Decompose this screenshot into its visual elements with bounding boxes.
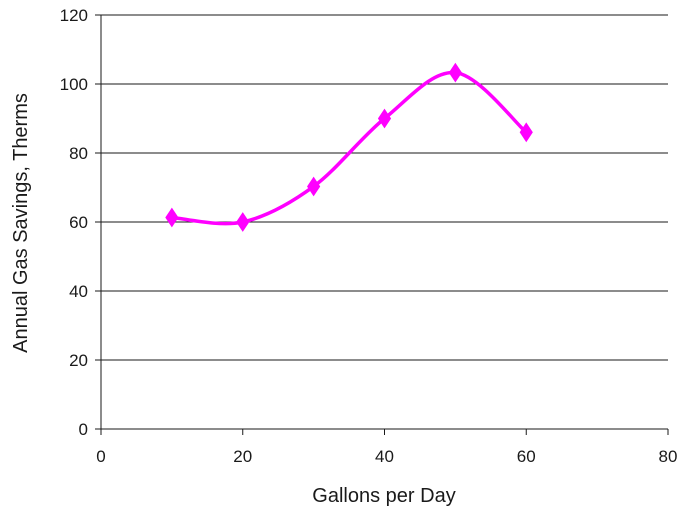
y-tick-label: 40 — [69, 282, 88, 301]
data-point-marker — [519, 122, 533, 143]
y-axis-title: Annual Gas Savings, Therms — [10, 93, 32, 353]
x-tick-labels: 0 20 40 60 80 — [96, 447, 677, 466]
data-point-marker — [165, 207, 179, 228]
data-point-marker — [448, 62, 462, 83]
y-tick-labels: 0 20 40 60 80 100 120 — [60, 6, 88, 439]
y-tick-label: 0 — [79, 420, 88, 439]
y-tick-label: 60 — [69, 213, 88, 232]
x-tick-label: 40 — [375, 447, 394, 466]
axes — [95, 14, 669, 435]
y-tick-label: 120 — [60, 6, 88, 25]
x-tick-label: 60 — [517, 447, 536, 466]
y-tick-label: 100 — [60, 75, 88, 94]
data-point-marker — [307, 176, 321, 197]
x-tick-label: 80 — [659, 447, 678, 466]
gridlines — [101, 14, 668, 361]
data-point-marker — [236, 212, 250, 232]
y-tick-label: 20 — [69, 351, 88, 370]
x-tick-label: 20 — [233, 447, 252, 466]
x-tick-label: 0 — [96, 447, 105, 466]
data-point-marker — [377, 108, 392, 129]
series-line-0 — [170, 70, 528, 226]
y-tick-label: 80 — [69, 144, 88, 163]
x-axis-title: Gallons per Day — [312, 485, 455, 507]
series-layer — [165, 62, 533, 232]
